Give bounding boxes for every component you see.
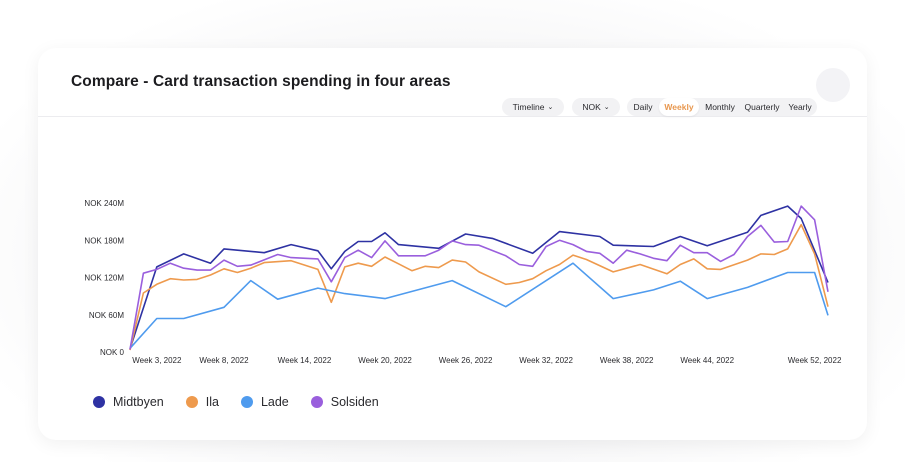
x-tick-label: Week 14, 2022 (278, 356, 332, 365)
legend-dot-icon (93, 396, 105, 408)
x-tick-label: Week 38, 2022 (600, 356, 654, 365)
legend-item-midtbyen[interactable]: Midtbyen (93, 395, 164, 409)
period-yearly[interactable]: Yearly (788, 102, 812, 112)
legend-label: Ila (205, 395, 219, 409)
chevron-down-icon: ⌄ (603, 104, 610, 111)
x-tick-label: Week 26, 2022 (439, 356, 493, 365)
legend-label: Lade (260, 395, 289, 409)
y-tick-label: NOK 240M (84, 199, 124, 208)
legend-dot-icon (240, 396, 253, 408)
card-header: Compare - Card transaction spending in f… (38, 48, 867, 117)
legend-item-solsiden[interactable]: Solsiden (310, 395, 379, 409)
y-tick-label: NOK 60M (89, 311, 124, 320)
y-tick-label: NOK 180M (84, 236, 124, 245)
chart-legend: Midtbyen Ila Lade Solsiden (93, 392, 401, 412)
series-line-ila (129, 223, 829, 351)
period-monthly[interactable]: Monthly (705, 102, 735, 112)
period-weekly[interactable]: Weekly (659, 98, 699, 116)
period-daily[interactable]: Daily (633, 102, 653, 112)
series-line-solsiden (129, 205, 829, 350)
x-tick-label: Week 52, 2022 (788, 356, 842, 365)
currency-dropdown-label: NOK (582, 102, 601, 112)
x-tick-label: Week 32, 2022 (519, 356, 573, 365)
y-tick-label: NOK 120M (84, 274, 124, 283)
legend-dot-icon (185, 396, 198, 408)
legend-dot-icon (310, 396, 323, 408)
timeline-dropdown[interactable]: Timeline ⌄ (502, 98, 564, 116)
period-selector: Daily Weekly Monthly Quarterly Yearly (627, 98, 817, 116)
x-tick-label: Week 44, 2022 (680, 356, 734, 365)
x-tick-label: Week 3, 2022 (132, 356, 182, 365)
currency-dropdown[interactable]: NOK ⌄ (572, 98, 620, 116)
legend-item-lade[interactable]: Lade (240, 395, 289, 409)
legend-item-ila[interactable]: Ila (185, 395, 219, 409)
y-tick-label: NOK 0 (100, 348, 125, 357)
series-line-midtbyen (129, 205, 829, 350)
card-title: Compare - Card transaction spending in f… (71, 73, 451, 90)
legend-label: Midtbyen (113, 395, 164, 409)
series-line-lade (129, 262, 829, 349)
x-tick-label: Week 20, 2022 (358, 356, 412, 365)
period-quarterly[interactable]: Quarterly (744, 102, 780, 112)
legend-label: Solsiden (330, 395, 379, 409)
x-tick-label: Week 8, 2022 (199, 356, 249, 365)
chevron-down-icon: ⌄ (547, 104, 554, 111)
timeline-dropdown-label: Timeline (512, 102, 545, 112)
header-action-button[interactable] (816, 68, 850, 102)
